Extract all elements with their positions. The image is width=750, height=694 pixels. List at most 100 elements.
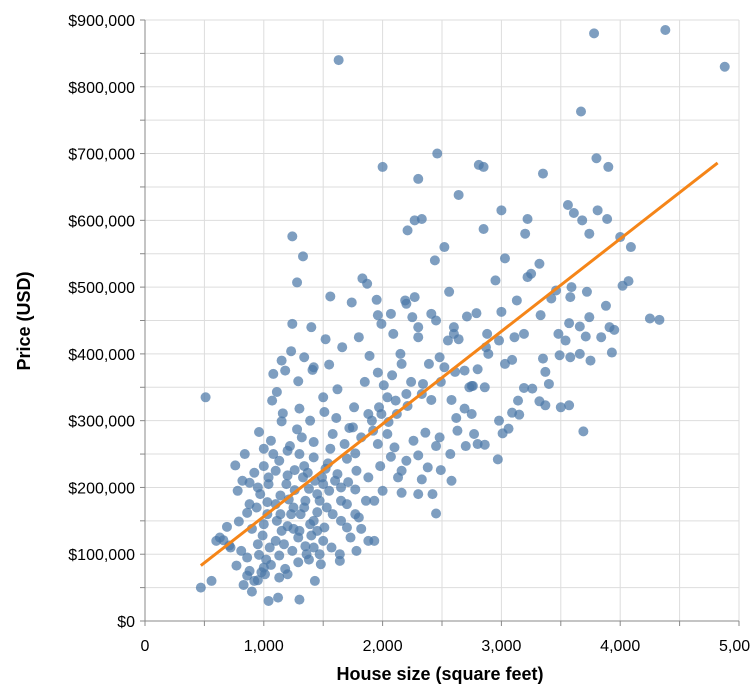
data-point	[407, 312, 418, 323]
data-point	[319, 406, 330, 417]
data-point	[377, 161, 388, 172]
data-point	[270, 465, 281, 476]
data-point	[537, 353, 548, 364]
data-point	[385, 451, 396, 462]
x-tick-label: 5,000	[719, 638, 750, 655]
data-point	[326, 542, 337, 553]
data-point	[431, 441, 442, 452]
data-point	[374, 402, 385, 413]
data-point	[719, 61, 730, 72]
data-point	[238, 579, 249, 590]
data-point	[254, 549, 265, 560]
data-point	[293, 376, 304, 387]
data-point	[242, 552, 253, 563]
data-point	[564, 318, 575, 329]
data-point	[427, 489, 438, 500]
data-point	[446, 475, 457, 486]
data-point	[356, 523, 367, 534]
data-point	[494, 335, 505, 346]
data-point	[330, 475, 341, 486]
data-point	[478, 224, 489, 235]
data-point	[584, 312, 595, 323]
data-point	[439, 242, 450, 253]
data-point	[426, 394, 437, 405]
data-point	[401, 455, 412, 466]
data-point	[305, 519, 316, 530]
data-point	[312, 525, 323, 536]
data-point	[606, 347, 617, 358]
data-point	[351, 465, 362, 476]
data-point	[299, 352, 310, 363]
data-point	[452, 425, 463, 436]
data-point	[469, 429, 480, 440]
data-point	[560, 335, 571, 346]
data-point	[625, 242, 636, 253]
data-point	[258, 519, 269, 530]
data-point	[564, 400, 575, 411]
data-point	[408, 435, 419, 446]
data-point	[375, 461, 386, 472]
y-tick-label: $100,000	[68, 547, 135, 564]
data-point	[267, 395, 278, 406]
data-point	[584, 228, 595, 239]
data-point	[390, 395, 401, 406]
axes: 0 1,000 2,000 3,000 4,000 5,000 $0 $100,000 $200…	[68, 13, 750, 655]
data-point	[396, 358, 407, 369]
data-point	[324, 485, 335, 496]
data-point	[287, 318, 298, 329]
data-point	[258, 443, 269, 454]
data-point	[442, 335, 453, 346]
data-point	[347, 422, 358, 433]
data-point	[336, 515, 347, 526]
data-point	[444, 286, 455, 297]
data-point	[466, 408, 477, 419]
data-point	[308, 362, 319, 373]
y-tick-label: $300,000	[68, 414, 135, 431]
data-point	[513, 395, 524, 406]
data-point	[432, 148, 443, 159]
data-point	[413, 332, 424, 343]
data-point	[471, 308, 482, 319]
data-point	[236, 545, 247, 556]
data-point	[231, 560, 242, 571]
data-point	[345, 532, 356, 543]
data-point	[221, 521, 232, 532]
data-point	[295, 509, 306, 520]
data-point	[268, 368, 279, 379]
data-point	[511, 295, 522, 306]
data-point	[289, 465, 300, 476]
data-point	[417, 378, 428, 389]
data-point	[321, 502, 332, 513]
data-point	[292, 424, 303, 435]
data-point	[514, 409, 525, 420]
data-point	[434, 432, 445, 443]
data-point	[420, 427, 431, 438]
data-point	[565, 292, 576, 303]
data-point	[578, 426, 589, 437]
data-point	[535, 310, 546, 321]
data-point	[320, 334, 331, 345]
data-point	[596, 332, 607, 343]
data-point	[308, 452, 319, 463]
y-tick-label: $200,000	[68, 480, 135, 497]
data-point	[580, 331, 591, 342]
data-point	[268, 449, 279, 460]
data-point	[360, 495, 371, 506]
data-point	[413, 450, 424, 461]
y-tick-label: $0	[117, 614, 135, 631]
data-point	[575, 106, 586, 117]
data-point	[242, 570, 253, 581]
data-point	[388, 328, 399, 339]
data-point	[301, 549, 312, 560]
data-point	[343, 477, 354, 488]
data-point	[251, 502, 262, 513]
data-point	[264, 542, 275, 553]
data-point	[341, 522, 352, 533]
data-point	[363, 472, 374, 483]
x-tick-label: 1,000	[244, 638, 284, 655]
data-point	[402, 225, 413, 236]
data-point	[286, 346, 297, 357]
data-point	[372, 367, 383, 378]
data-point	[409, 215, 420, 226]
data-point	[293, 557, 304, 568]
